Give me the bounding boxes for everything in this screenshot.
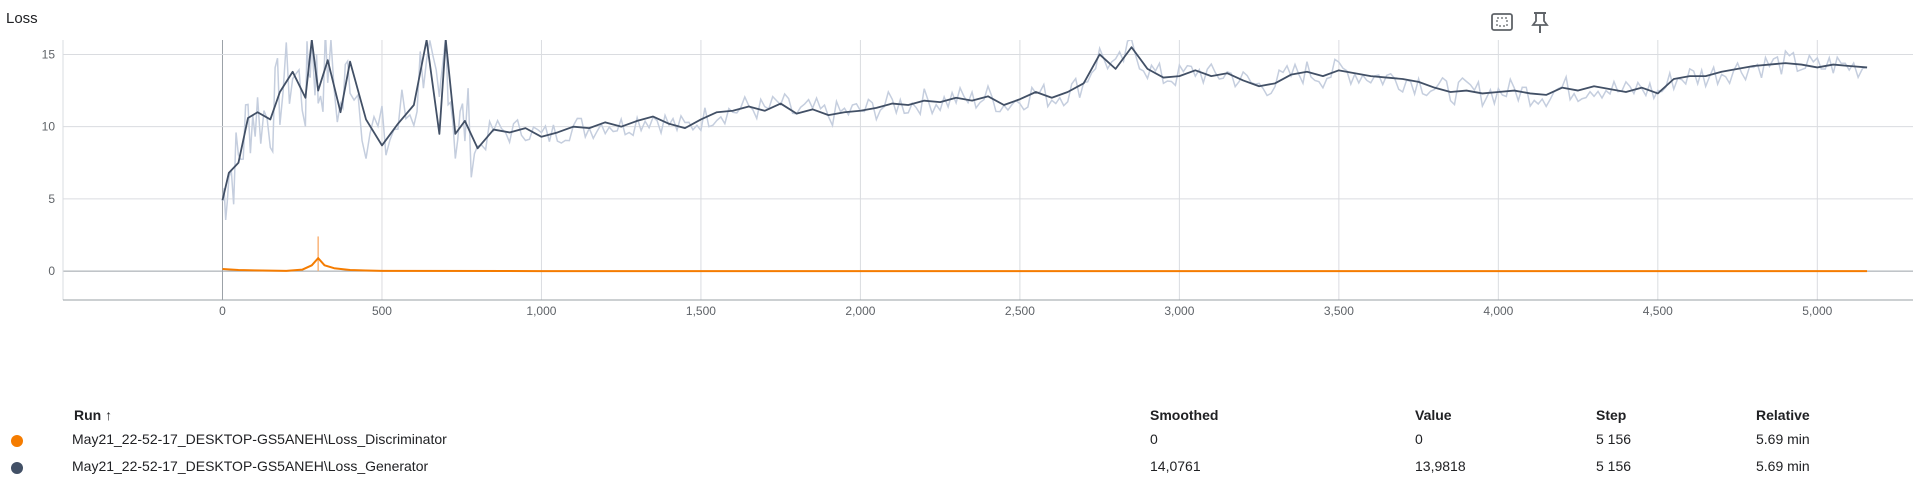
run-color-dot	[11, 435, 23, 447]
x-tick-label: 2,000	[845, 304, 875, 318]
x-tick-label: 1,000	[526, 304, 556, 318]
relative-column-header[interactable]: Relative	[1756, 407, 1810, 423]
generator-series-line[interactable]	[221, 40, 1868, 201]
loss-line-chart[interactable]: 0 500 1,000 1,500 2,000 2,500 3,000 3,500 4,000 4…	[0, 40, 1913, 325]
raw-value: 0	[1415, 431, 1423, 447]
chart-series-lines	[221, 40, 1868, 273]
step-value: 5 156	[1596, 431, 1632, 447]
smoothed-value: 14,0761	[1150, 458, 1201, 474]
run-column-header[interactable]: Run ↑	[74, 407, 113, 423]
relative-time: 5.69 min	[1756, 431, 1810, 447]
discriminator-series-line[interactable]	[222, 257, 1868, 273]
smoothed-value: 0	[1150, 431, 1158, 447]
raw-value: 13,9818	[1415, 458, 1466, 474]
x-tick-label: 5,000	[1802, 304, 1832, 318]
y-tick-label: 0	[48, 264, 55, 278]
table-row[interactable]: May21_22-52-17_DESKTOP-GS5ANEH\Loss_Disc…	[0, 427, 1913, 453]
run-color-dot	[11, 462, 23, 474]
step-value: 5 156	[1596, 458, 1632, 474]
generator-raw-line	[221, 40, 1868, 221]
y-tick-label: 15	[42, 47, 56, 61]
x-tick-label: 3,000	[1164, 304, 1194, 318]
y-tick-label: 5	[48, 192, 55, 206]
x-tick-label: 3,500	[1324, 304, 1354, 318]
run-name: May21_22-52-17_DESKTOP-GS5ANEH\Loss_Disc…	[72, 431, 447, 447]
pin-icon[interactable]	[1526, 8, 1554, 36]
table-row[interactable]: May21_22-52-17_DESKTOP-GS5ANEH\Loss_Gene…	[0, 454, 1913, 480]
fit-domain-icon[interactable]	[1488, 8, 1516, 36]
chart-raw-lines	[221, 40, 1868, 272]
value-column-header[interactable]: Value	[1415, 407, 1452, 423]
x-tick-label: 4,500	[1643, 304, 1673, 318]
x-tick-label: 1,500	[686, 304, 716, 318]
relative-time: 5.69 min	[1756, 458, 1810, 474]
step-column-header[interactable]: Step	[1596, 407, 1627, 423]
x-tick-label: 2,500	[1005, 304, 1035, 318]
card-title: Loss	[6, 10, 38, 27]
chart-tick-labels: 0 500 1,000 1,500 2,000 2,500 3,000 3,500 4,000 4…	[42, 47, 1833, 318]
smoothed-column-header[interactable]: Smoothed	[1150, 407, 1219, 423]
x-tick-label: 4,000	[1483, 304, 1513, 318]
x-tick-label: 0	[219, 304, 226, 318]
x-tick-label: 500	[372, 304, 392, 318]
run-name: May21_22-52-17_DESKTOP-GS5ANEH\Loss_Gene…	[72, 458, 429, 474]
chart-gridlines	[62, 40, 1913, 301]
y-tick-label: 10	[42, 120, 56, 134]
